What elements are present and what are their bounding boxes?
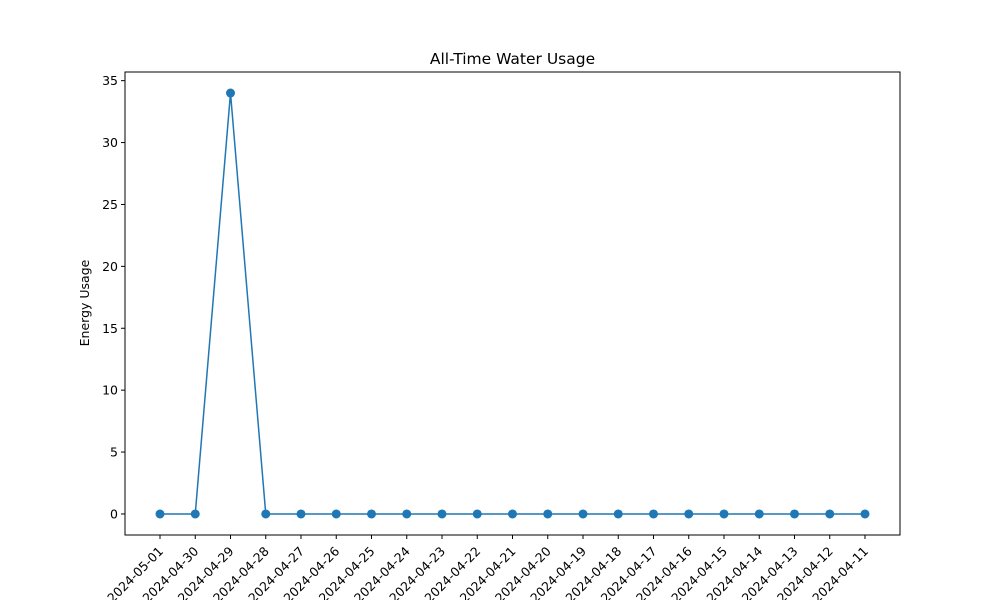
data-point — [754, 509, 764, 519]
data-point — [790, 509, 799, 519]
plot-frame — [124, 71, 901, 536]
y-tick-label: 20 — [102, 259, 118, 274]
chart-title: All-Time Water Usage — [430, 50, 595, 68]
data-point — [578, 509, 588, 519]
data-point — [226, 88, 235, 98]
data-point — [367, 509, 376, 519]
data-point — [649, 509, 658, 519]
y-tick-label: 35 — [102, 73, 118, 88]
data-point — [261, 509, 271, 519]
data-point — [508, 509, 517, 519]
data-point — [437, 509, 447, 519]
y-tick-label: 25 — [102, 197, 118, 212]
data-point — [860, 509, 870, 519]
data-point — [296, 509, 306, 519]
y-axis-label: Energy Usage — [77, 259, 92, 346]
y-axis-ticks: 0 5 10 15 20 25 30 35 — [102, 73, 125, 521]
y-tick-label: 15 — [102, 321, 118, 336]
data-point — [684, 509, 694, 519]
y-tick-label: 10 — [102, 383, 118, 398]
data-point — [472, 509, 482, 519]
data-point — [190, 509, 200, 519]
data-point — [331, 509, 341, 519]
series-layer — [155, 88, 870, 519]
y-tick-label: 5 — [110, 445, 118, 460]
y-tick-label: 0 — [110, 506, 118, 521]
data-point — [155, 509, 165, 519]
data-point — [613, 509, 623, 519]
data-point — [402, 509, 412, 519]
data-point — [719, 509, 729, 519]
data-point — [825, 509, 835, 519]
y-tick-label: 30 — [102, 135, 118, 150]
data-point — [543, 509, 553, 519]
